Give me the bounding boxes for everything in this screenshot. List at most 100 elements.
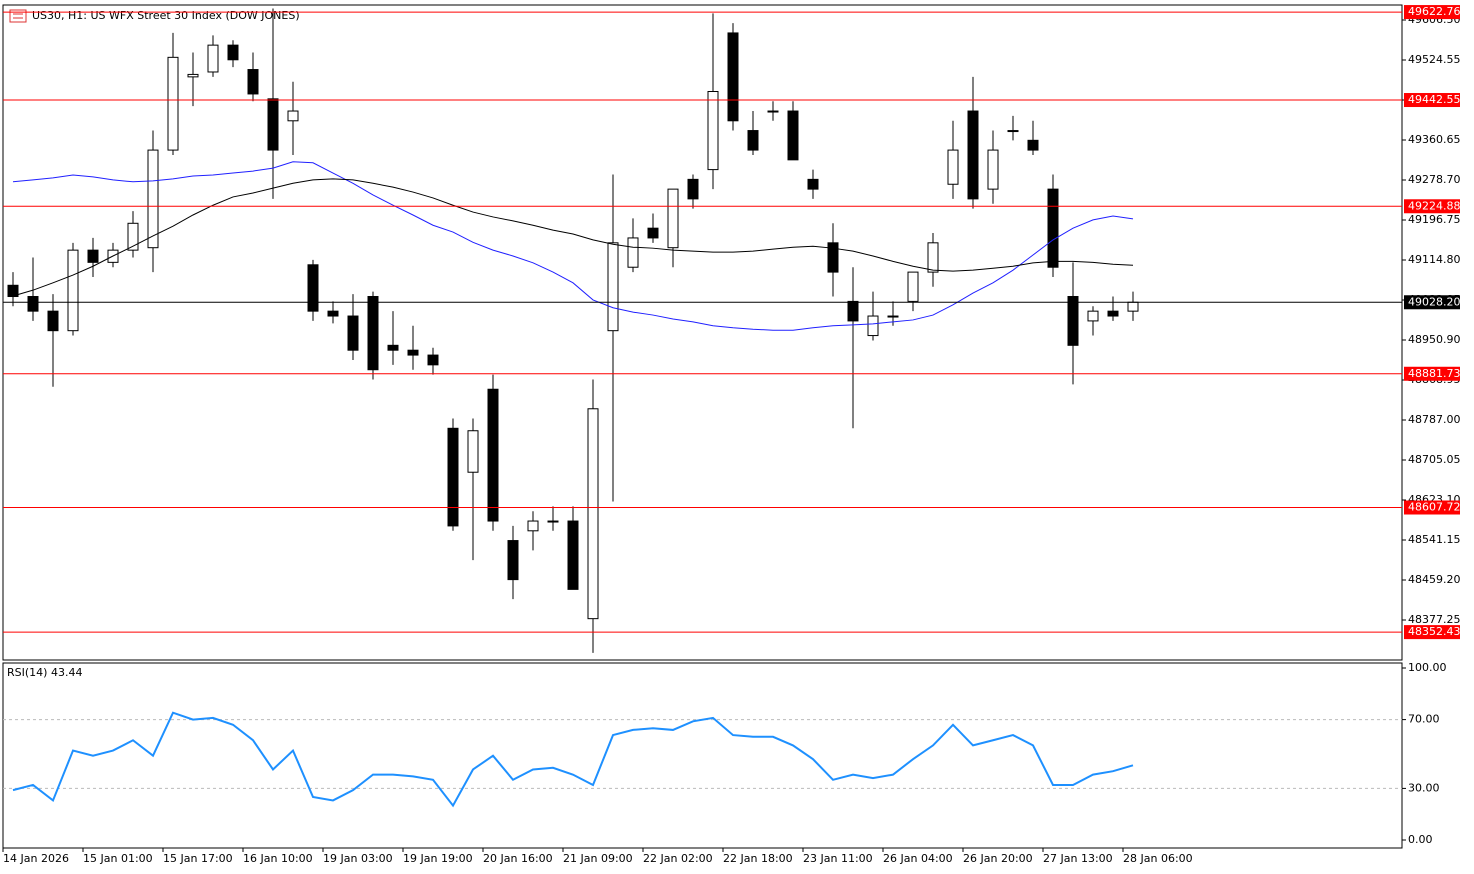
rsi-line xyxy=(12,711,1134,808)
candle-body xyxy=(67,249,79,332)
candle-body xyxy=(247,69,259,95)
y-tick-label: 49524.55 xyxy=(1408,53,1461,66)
candle-body xyxy=(907,271,919,302)
candle-body xyxy=(167,56,179,151)
candle-body xyxy=(727,32,739,122)
y-tick-label: 49360.65 xyxy=(1408,133,1461,146)
y-tick-label: 48459.20 xyxy=(1408,573,1461,586)
candle-body xyxy=(47,310,59,332)
candle-body xyxy=(687,178,699,200)
candle-body xyxy=(887,315,899,318)
candle-body xyxy=(807,178,819,190)
candle-body xyxy=(27,296,39,312)
moving-average xyxy=(12,161,1134,331)
candle-body xyxy=(787,110,799,161)
candle-body xyxy=(87,249,99,263)
candle-body xyxy=(187,73,199,78)
candle-body xyxy=(647,227,659,239)
level-label: 48881.73 xyxy=(1408,367,1461,380)
x-tick-label: 15 Jan 01:00 xyxy=(83,852,153,865)
candle-body xyxy=(527,520,539,532)
y-tick-label: 49196.75 xyxy=(1408,213,1461,226)
candle-body xyxy=(1087,310,1099,322)
rsi-panel xyxy=(2,662,1403,849)
candle-body xyxy=(207,44,219,73)
candle-body xyxy=(847,300,859,322)
x-tick-label: 16 Jan 10:00 xyxy=(243,852,313,865)
level-label: 48352.43 xyxy=(1408,625,1461,638)
x-tick-label: 26 Jan 04:00 xyxy=(883,852,953,865)
moving-average xyxy=(12,178,1134,297)
level-box xyxy=(1404,625,1460,640)
y-tick-label: 48787.00 xyxy=(1408,413,1461,426)
level-box xyxy=(1404,199,1460,214)
candle-body xyxy=(1047,188,1059,268)
candle-body xyxy=(567,520,579,590)
price-panel xyxy=(2,4,1403,661)
candle-body xyxy=(467,430,479,473)
x-tick-label: 15 Jan 17:00 xyxy=(163,852,233,865)
x-tick-label: 23 Jan 11:00 xyxy=(803,852,873,865)
y-tick-label: 48950.90 xyxy=(1408,333,1461,346)
candle-body xyxy=(547,520,559,523)
y-tick-label: 0.00 xyxy=(1408,833,1433,846)
y-tick-label: 48541.15 xyxy=(1408,533,1461,546)
candle-body xyxy=(747,130,759,151)
candle-body xyxy=(767,110,779,113)
y-tick-label: 48705.05 xyxy=(1408,453,1461,466)
level-box xyxy=(1404,5,1460,20)
x-tick-label: 22 Jan 02:00 xyxy=(643,852,713,865)
x-tick-label: 22 Jan 18:00 xyxy=(723,852,793,865)
level-label: 49442.55 xyxy=(1408,93,1461,106)
candle-body xyxy=(407,349,419,356)
x-tick-label: 27 Jan 13:00 xyxy=(1043,852,1113,865)
x-tick-label: 26 Jan 20:00 xyxy=(963,852,1033,865)
level-box xyxy=(1404,366,1460,381)
candle-body xyxy=(367,296,379,371)
candle-body xyxy=(1067,296,1079,346)
candle-body xyxy=(267,98,279,151)
candle-body xyxy=(387,344,399,351)
y-tick-label: 70.00 xyxy=(1408,713,1440,726)
candle-body xyxy=(667,188,679,249)
candle-body xyxy=(627,237,639,268)
level-box xyxy=(1404,500,1460,515)
x-tick-label: 14 Jan 2026 xyxy=(3,852,69,865)
y-tick-label: 49278.70 xyxy=(1408,173,1461,186)
candle-body xyxy=(967,110,979,200)
x-tick-label: 21 Jan 09:00 xyxy=(563,852,633,865)
candle-body xyxy=(987,149,999,190)
level-label: 49224.88 xyxy=(1408,199,1461,212)
candle-body xyxy=(827,242,839,273)
candle-body xyxy=(447,427,459,527)
candle-body xyxy=(1107,310,1119,317)
current-price-box xyxy=(1404,295,1460,310)
candle-body xyxy=(1007,130,1019,133)
y-tick-label: 30.00 xyxy=(1408,781,1440,794)
y-tick-label: 48377.25 xyxy=(1408,613,1461,626)
y-tick-label: 49114.80 xyxy=(1408,253,1461,266)
candle-body xyxy=(947,149,959,185)
candle-body xyxy=(507,540,519,581)
candle-body xyxy=(1127,301,1139,312)
candle-body xyxy=(7,284,19,298)
x-tick-label: 28 Jan 06:00 xyxy=(1123,852,1193,865)
chart-title: US30, H1: US WFX Street 30 Index (DOW JO… xyxy=(32,9,300,22)
candle-body xyxy=(587,408,599,620)
level-box xyxy=(1404,93,1460,108)
rsi-title: RSI(14) 43.44 xyxy=(7,666,82,679)
candle-body xyxy=(347,315,359,351)
candle-body xyxy=(307,264,319,312)
candle-body xyxy=(127,222,139,251)
candle-body xyxy=(927,242,939,273)
symbol-icon xyxy=(9,9,27,23)
x-tick-label: 19 Jan 03:00 xyxy=(323,852,393,865)
level-label: 48607.72 xyxy=(1408,501,1461,514)
candle-body xyxy=(147,149,159,249)
candle-body xyxy=(427,354,439,366)
candle-body xyxy=(487,388,499,522)
candle-body xyxy=(1027,139,1039,151)
candle-body xyxy=(867,315,879,337)
candle-body xyxy=(287,110,299,122)
